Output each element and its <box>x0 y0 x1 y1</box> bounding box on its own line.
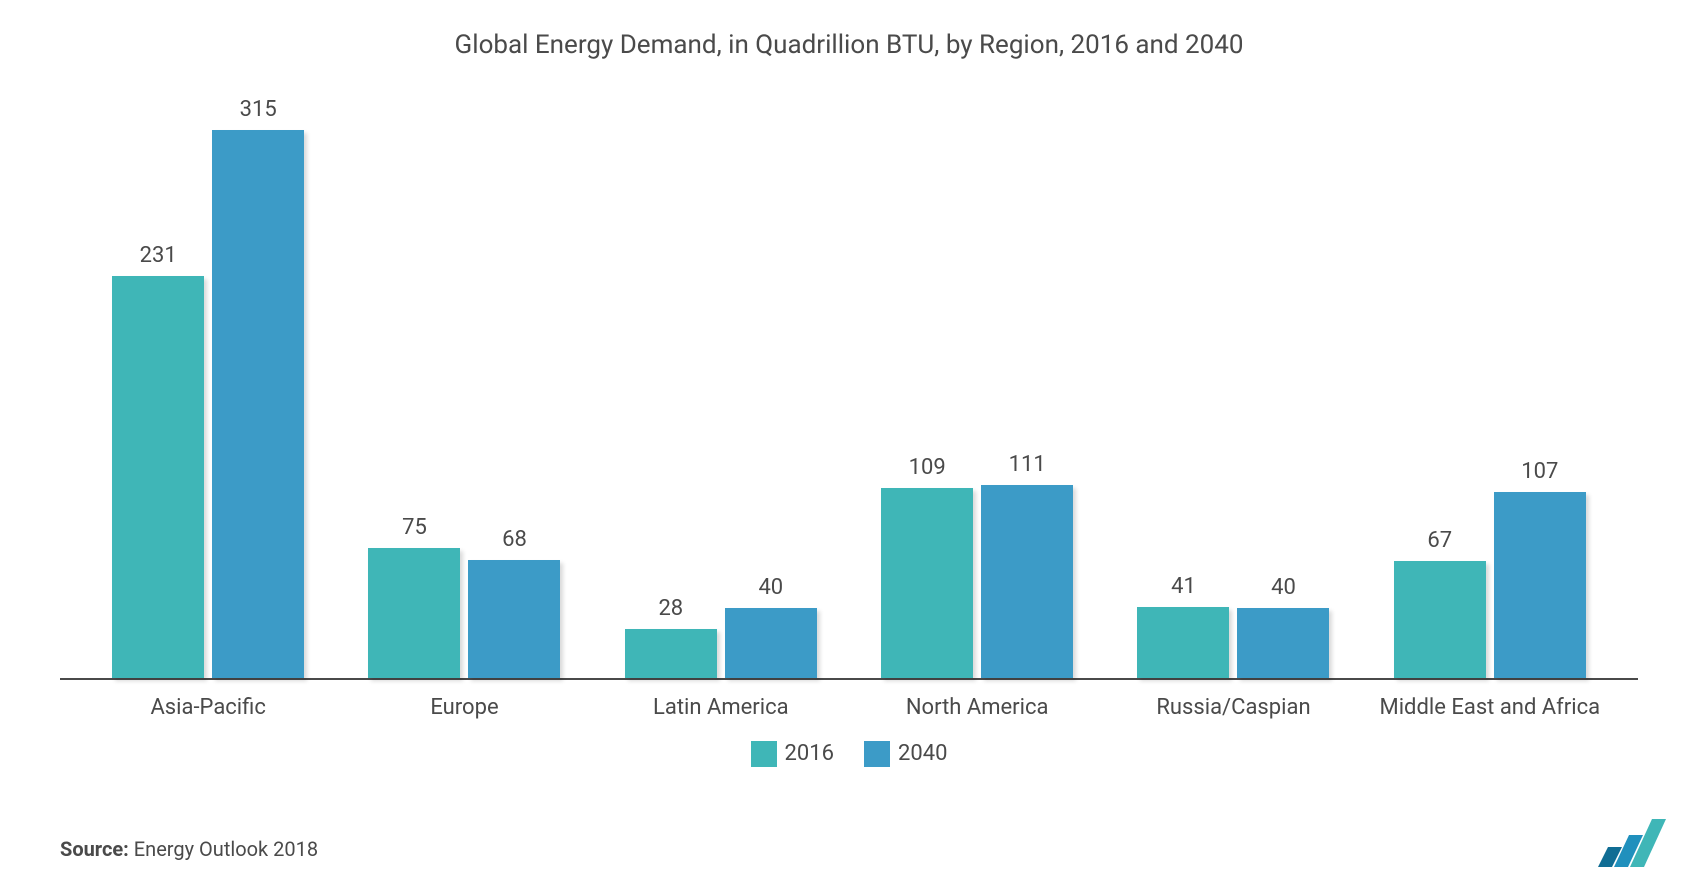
legend: 2016 2040 <box>60 741 1638 767</box>
bar-wrap: 40 <box>1237 575 1329 678</box>
source-text: Energy Outlook 2018 <box>134 837 318 861</box>
bar-wrap: 111 <box>981 452 1073 678</box>
chart-container: Global Energy Demand, in Quadrillion BTU… <box>0 0 1698 885</box>
bar-value-label: 109 <box>909 455 946 480</box>
bar <box>625 629 717 678</box>
bar-group: 75 68 <box>336 515 592 678</box>
chart-title: Global Energy Demand, in Quadrillion BTU… <box>60 30 1638 60</box>
bar <box>112 276 204 678</box>
bar <box>1237 608 1329 678</box>
legend-label: 2016 <box>785 741 834 766</box>
bar-wrap: 109 <box>881 455 973 678</box>
legend-swatch <box>751 741 777 767</box>
legend-swatch <box>864 741 890 767</box>
bar-group: 231 315 <box>80 97 336 678</box>
legend-item: 2040 <box>864 741 947 767</box>
bar-value-label: 107 <box>1521 459 1558 484</box>
bar-value-label: 41 <box>1171 574 1196 599</box>
bar-value-label: 111 <box>1009 452 1046 477</box>
bar-value-label: 28 <box>658 596 683 621</box>
bar-group: 41 40 <box>1105 574 1361 678</box>
bar-value-label: 40 <box>1271 575 1296 600</box>
legend-item: 2016 <box>751 741 834 767</box>
x-tick-label: North America <box>849 694 1105 723</box>
x-tick-label: Asia-Pacific <box>80 694 336 723</box>
bar-value-label: 67 <box>1427 528 1452 553</box>
bar-value-label: 231 <box>140 243 177 268</box>
bar-group: 28 40 <box>593 575 849 678</box>
bar <box>725 608 817 678</box>
bar-group: 67 107 <box>1362 459 1618 678</box>
chart-area: 231 315 75 68 28 40 109 111 41 40 67 107 <box>60 80 1638 680</box>
bar-wrap: 107 <box>1494 459 1586 678</box>
bar <box>212 130 304 678</box>
bar <box>881 488 973 678</box>
bar <box>1394 561 1486 678</box>
bar <box>368 548 460 678</box>
bar-wrap: 40 <box>725 575 817 678</box>
x-tick-label: Latin America <box>593 694 849 723</box>
chart-plot: 231 315 75 68 28 40 109 111 41 40 67 107 <box>60 80 1638 680</box>
bar-wrap: 315 <box>212 97 304 678</box>
bar-value-label: 68 <box>502 527 527 552</box>
x-tick-label: Middle East and Africa <box>1362 694 1618 723</box>
bar-wrap: 68 <box>468 527 560 678</box>
bar-wrap: 231 <box>112 243 204 678</box>
bar-wrap: 67 <box>1394 528 1486 678</box>
bar-value-label: 315 <box>240 97 277 122</box>
bar-value-label: 40 <box>758 575 783 600</box>
bar <box>981 485 1073 678</box>
source-label: Source: <box>60 837 129 861</box>
bar <box>1137 607 1229 678</box>
logo-icon <box>1598 817 1668 867</box>
bar-wrap: 75 <box>368 515 460 678</box>
x-axis: Asia-PacificEuropeLatin AmericaNorth Ame… <box>60 680 1638 723</box>
bar-value-label: 75 <box>402 515 427 540</box>
brand-logo <box>1598 817 1668 867</box>
bar-wrap: 28 <box>625 596 717 678</box>
x-tick-label: Europe <box>336 694 592 723</box>
bar-group: 109 111 <box>849 452 1105 678</box>
bar <box>468 560 560 678</box>
source-citation: Source: Energy Outlook 2018 <box>60 837 318 861</box>
x-tick-label: Russia/Caspian <box>1105 694 1361 723</box>
legend-label: 2040 <box>898 741 947 766</box>
bar-wrap: 41 <box>1137 574 1229 678</box>
bar <box>1494 492 1586 678</box>
